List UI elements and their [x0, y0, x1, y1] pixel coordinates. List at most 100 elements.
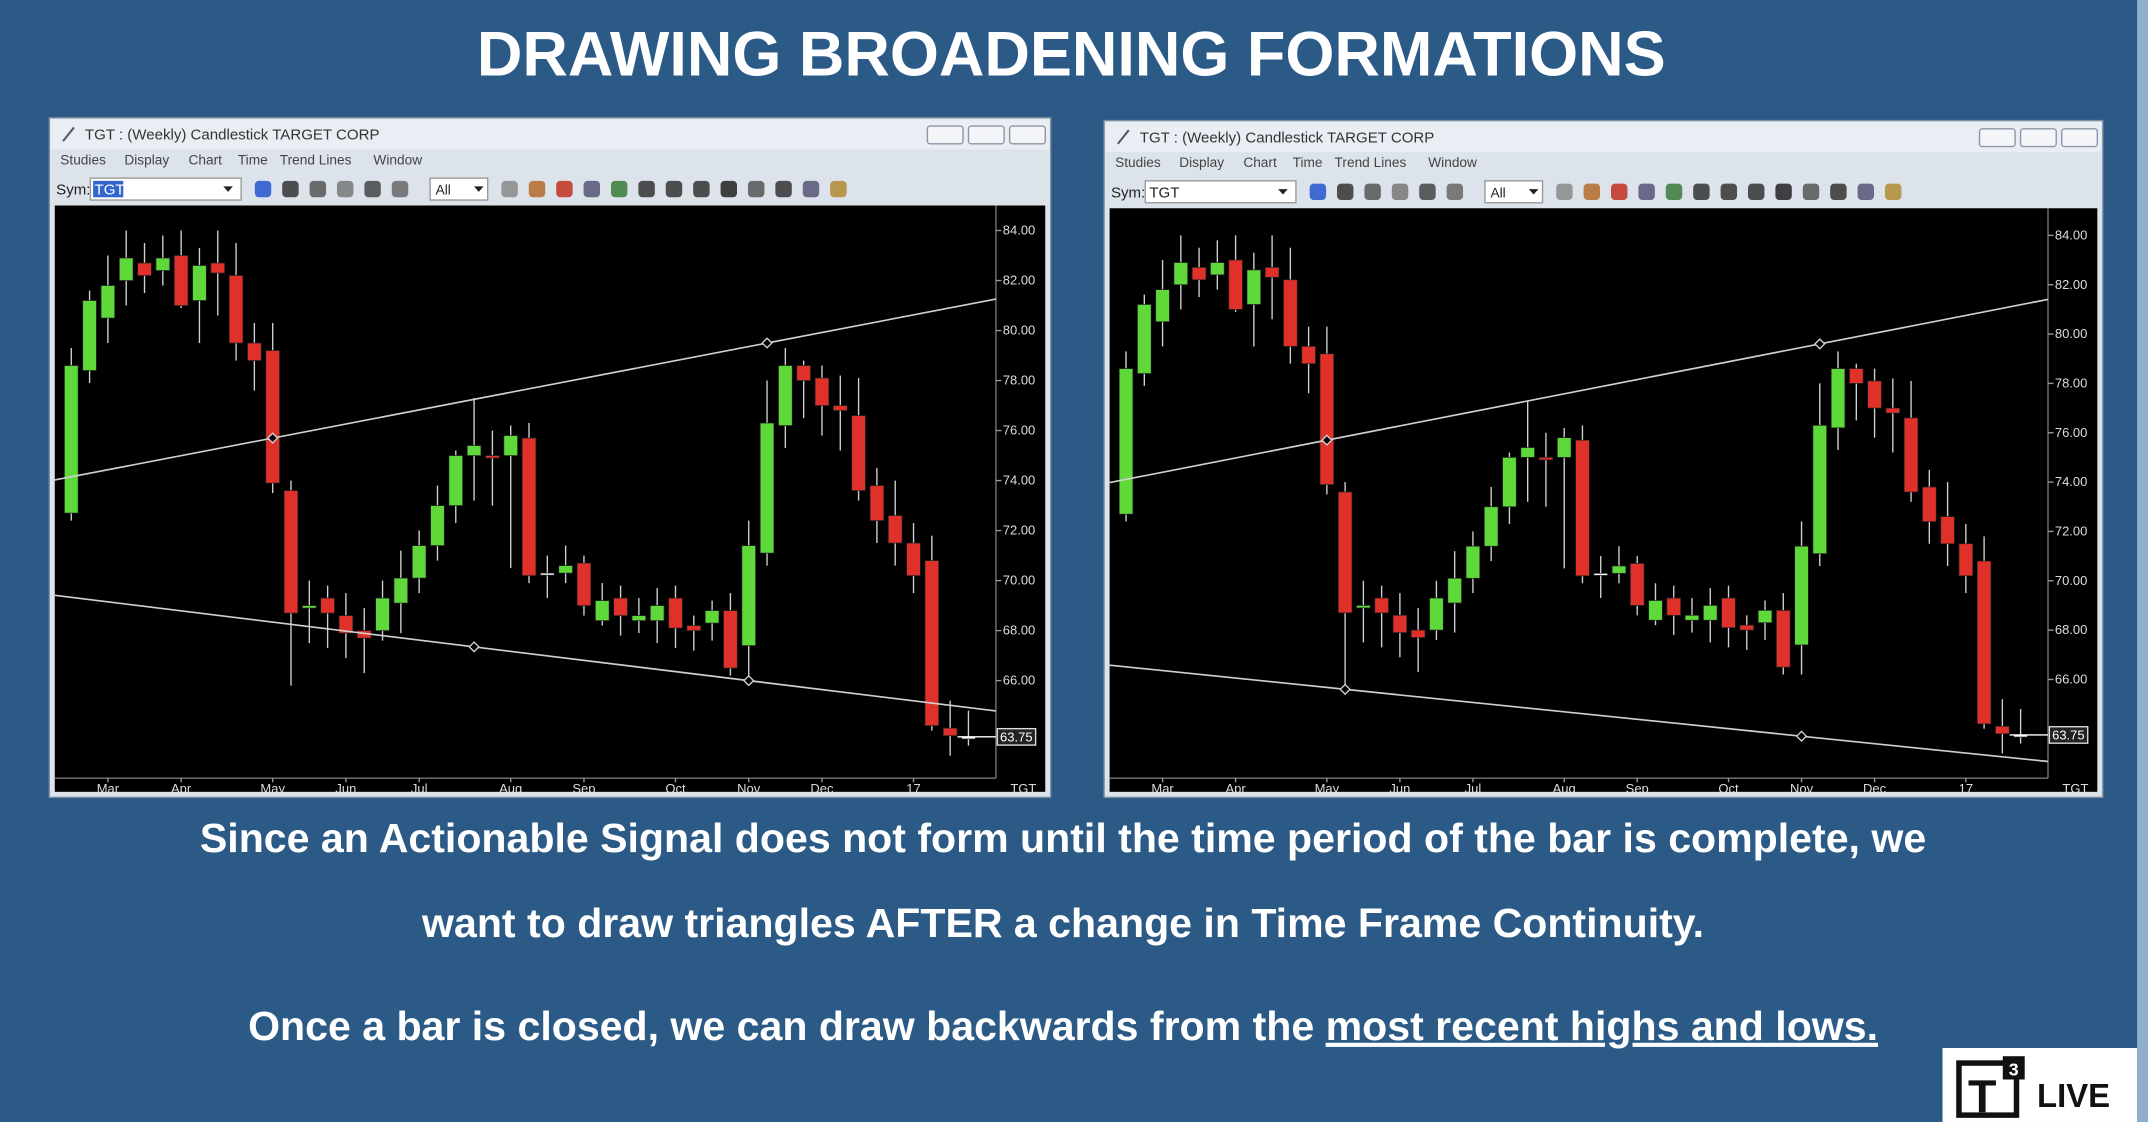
toolbar-icon[interactable] [1391, 183, 1409, 201]
toolbar-icon[interactable] [282, 180, 299, 198]
y-tick-label: 68.00 [1003, 623, 1036, 638]
menu-item[interactable]: Time [1293, 155, 1323, 170]
candle-body [173, 255, 189, 306]
candle-body [1557, 437, 1572, 458]
trend-anchor [1795, 730, 1808, 742]
window-button[interactable] [926, 125, 964, 145]
toolbar-icon[interactable] [638, 180, 655, 198]
candle-body [1447, 577, 1462, 604]
toolbar-icon[interactable] [1364, 183, 1381, 201]
window-button[interactable] [1008, 125, 1046, 145]
x-tick-label: Nov [1790, 781, 1814, 796]
period-select[interactable] [429, 177, 489, 201]
menu-item[interactable]: Studies [60, 152, 106, 167]
toolbar-icon[interactable] [364, 180, 381, 198]
paragraph-line: want to draw triangles AFTER a change in… [421, 900, 1704, 946]
toolbar-icon[interactable] [802, 180, 820, 198]
candle-body [1410, 629, 1426, 638]
toolbar-icon[interactable] [1337, 183, 1354, 201]
candle-body [796, 365, 811, 381]
window-button[interactable] [1978, 128, 2016, 148]
menu-item[interactable]: Window [373, 152, 422, 167]
candle-body [942, 727, 958, 736]
candle-body [595, 600, 610, 621]
menu-item[interactable]: Chart [188, 152, 222, 167]
window-button[interactable] [967, 125, 1005, 145]
toolbar-icon[interactable] [720, 180, 738, 198]
toolbar-icon[interactable] [309, 180, 327, 198]
candle-body [888, 515, 903, 544]
menu-item[interactable]: Chart [1243, 155, 1277, 170]
trend-line [1109, 664, 2049, 763]
charts: TGT : (Weekly) Candlestick TARGET CORP St… [48, 117, 2104, 798]
x-tick-label: Dec [810, 781, 834, 796]
toolbar-icon[interactable] [1884, 183, 1902, 201]
toolbar-icon[interactable] [391, 180, 409, 198]
toolbar-icon[interactable] [1720, 183, 1738, 201]
candle-body [82, 300, 97, 371]
toolbar-icon[interactable] [1857, 183, 1875, 201]
toolbar-icon[interactable] [1611, 183, 1628, 201]
menu-item[interactable]: Trend Lines [280, 152, 352, 167]
x-tick-label: Aug [1553, 781, 1576, 796]
toolbar-icon[interactable] [254, 180, 272, 198]
toolbar-icon[interactable] [1446, 183, 1464, 201]
toolbar-icon[interactable] [693, 180, 710, 198]
toolbar-icon[interactable] [1747, 183, 1765, 201]
title-bar [50, 119, 1050, 150]
candle-body [411, 545, 427, 579]
toolbar-icon[interactable] [1802, 183, 1820, 201]
candle-body [448, 455, 463, 506]
y-tick-label: 80.00 [2055, 326, 2088, 341]
toolbar-icon[interactable] [1830, 183, 1847, 201]
candle-body [778, 365, 793, 426]
period-select[interactable] [1484, 180, 1544, 204]
toolbar-icon[interactable] [610, 180, 628, 198]
candle-body [1118, 368, 1134, 515]
toolbar-icon[interactable] [1665, 183, 1683, 201]
symbol-input[interactable] [89, 177, 242, 201]
last-price-label: 63.75 [1000, 730, 1033, 745]
window-button[interactable] [2019, 128, 2057, 148]
toolbar-icon[interactable] [1638, 183, 1655, 201]
y-tick-label: 70.00 [1003, 573, 1036, 588]
toolbar-icon[interactable] [1309, 183, 1327, 201]
candle-body [558, 565, 573, 574]
candle-body [1995, 725, 2010, 735]
toolbar-icon[interactable] [665, 180, 683, 198]
menu-item[interactable]: Window [1428, 155, 1477, 170]
trend-anchor [468, 641, 480, 653]
menu-item[interactable]: Display [124, 152, 169, 167]
candle-body [1575, 439, 1590, 577]
candle-body [1392, 614, 1408, 633]
menu-item[interactable]: Display [1179, 155, 1224, 170]
toolbar-icon[interactable] [830, 180, 847, 198]
toolbar-icon[interactable] [583, 180, 601, 198]
toolbar-icon[interactable] [747, 180, 765, 198]
menu-item[interactable]: Trend Lines [1335, 155, 1407, 170]
x-tick-label: Apr [1225, 781, 1246, 796]
candle-body [1264, 267, 1280, 278]
candle-body [375, 597, 390, 631]
toolbar-icon[interactable] [1419, 183, 1436, 201]
toolbar-icon[interactable] [336, 180, 354, 198]
candle-body [704, 610, 720, 624]
toolbar-icon[interactable] [1693, 183, 1710, 201]
candle-body [1739, 624, 1754, 631]
window-button[interactable] [2061, 128, 2098, 148]
menu-item[interactable]: Time [238, 152, 268, 167]
symbol-input[interactable] [1144, 180, 1297, 204]
toolbar-icon[interactable] [1583, 183, 1601, 201]
toolbar-icon[interactable] [775, 180, 792, 198]
x-tick-label: Jun [1389, 781, 1410, 796]
candle-body [521, 437, 537, 576]
toolbar-icon[interactable] [1775, 183, 1792, 201]
candles [1118, 235, 2028, 754]
toolbar-icon[interactable] [1556, 183, 1573, 201]
menu-item[interactable]: Studies [1115, 155, 1161, 170]
candle-body [869, 485, 885, 521]
toolbar-icon[interactable] [528, 180, 546, 198]
toolbar-icon[interactable] [501, 180, 518, 198]
toolbar-icon[interactable] [556, 180, 573, 198]
